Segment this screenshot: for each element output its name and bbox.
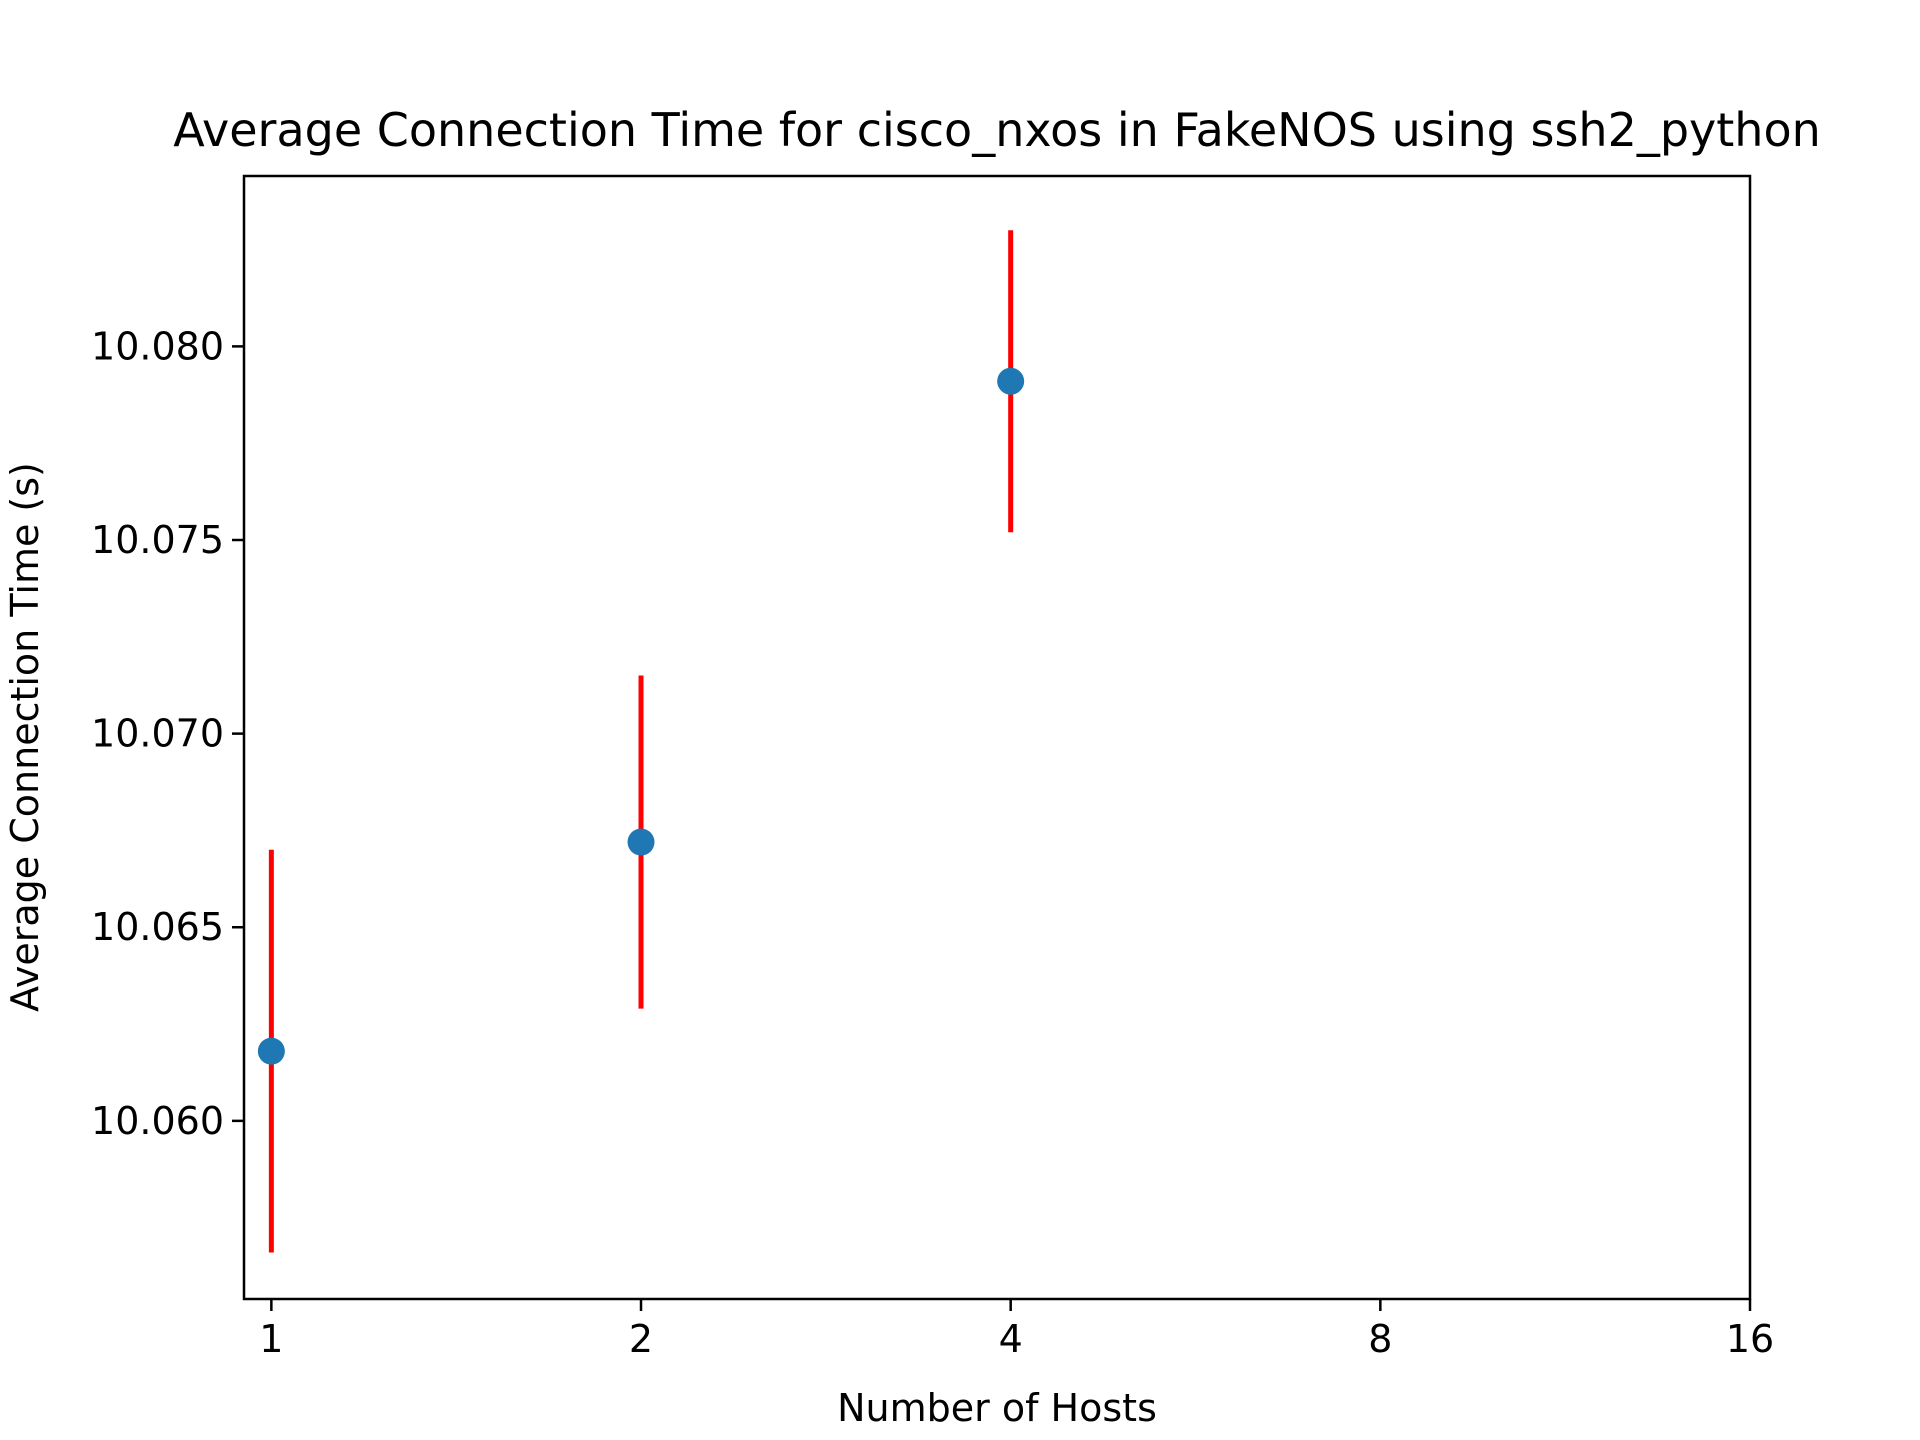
x-tick-label: 8 bbox=[1368, 1317, 1392, 1361]
data-point bbox=[257, 1037, 285, 1065]
chart-title: Average Connection Time for cisco_nxos i… bbox=[173, 103, 1821, 157]
x-tick-label: 16 bbox=[1726, 1317, 1774, 1361]
y-axis: 10.060 10.065 10.070 10.075 10.080 bbox=[91, 324, 244, 1143]
data-point bbox=[997, 367, 1025, 395]
y-tick-label: 10.065 bbox=[91, 905, 224, 949]
y-tick-label: 10.070 bbox=[91, 712, 224, 756]
y-tick-label: 10.060 bbox=[91, 1099, 224, 1143]
data-point bbox=[627, 828, 655, 856]
x-tick-label: 4 bbox=[999, 1317, 1023, 1361]
x-tick-label: 2 bbox=[629, 1317, 653, 1361]
plot-frame bbox=[242, 174, 1752, 1301]
y-axis-label: Average Connection Time (s) bbox=[3, 462, 47, 1012]
y-tick-label: 10.080 bbox=[91, 324, 224, 368]
plot-area bbox=[257, 230, 1025, 1253]
x-axis: 1 2 4 8 16 bbox=[259, 1299, 1774, 1361]
y-tick-label: 10.075 bbox=[91, 518, 224, 562]
x-tick-label: 1 bbox=[259, 1317, 283, 1361]
x-axis-label: Number of Hosts bbox=[837, 1386, 1157, 1430]
